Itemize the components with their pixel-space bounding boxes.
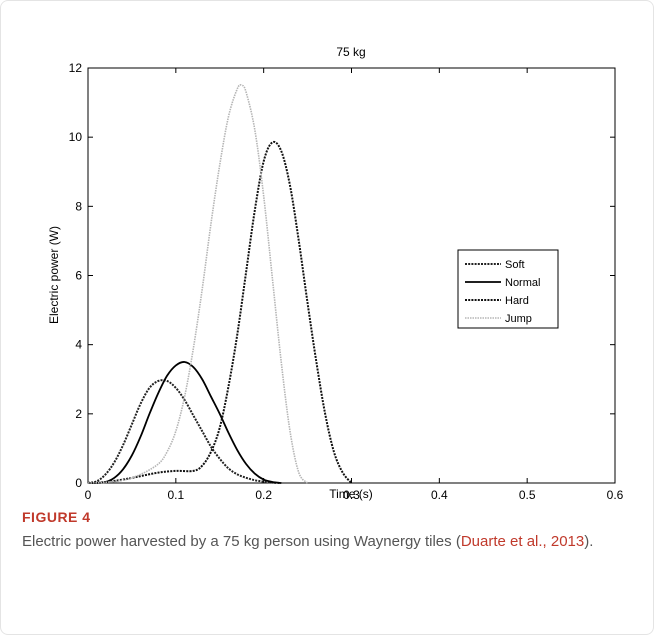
legend-label-hard: Hard xyxy=(505,295,529,307)
x-tick-label: 0.5 xyxy=(519,488,536,501)
x-tick-label: 0.1 xyxy=(167,488,184,501)
x-tick-label: 0.6 xyxy=(607,488,624,501)
citation-link[interactable]: Duarte et al., 2013 xyxy=(460,533,585,550)
legend-label-normal: Normal xyxy=(505,277,540,289)
caption-text: Electric power harvested by a 75 kg pers… xyxy=(22,531,634,553)
x-axis-label: Time (s) xyxy=(329,487,373,501)
y-tick-label: 6 xyxy=(75,269,82,283)
y-tick-label: 4 xyxy=(75,338,82,352)
x-axis: 0 0.1 0.2 0.3 0.4 0.5 0.6 xyxy=(85,68,624,501)
y-tick-label: 2 xyxy=(75,407,82,421)
series-line-soft xyxy=(87,379,282,484)
chart-title: 75 kg xyxy=(336,45,365,59)
y-tick-label: 12 xyxy=(69,61,83,75)
y-axis: 0 2 4 6 8 10 12 xyxy=(69,61,615,490)
y-tick-label: 8 xyxy=(75,199,82,213)
y-tick-label: 0 xyxy=(75,476,82,490)
figure-caption: FIGURE 4 Electric power harvested by a 7… xyxy=(22,509,634,553)
caption-text-before: Electric power harvested by a 75 kg pers… xyxy=(22,533,461,550)
legend-label-soft: Soft xyxy=(505,259,525,271)
x-tick-label: 0.4 xyxy=(431,488,448,501)
y-tick-label: 10 xyxy=(69,130,83,144)
line-chart: 75 kg 0 0.1 0.2 0.3 0.4 0.5 0.6 0 2 4 6 8 10 12 Time… xyxy=(47,45,624,501)
x-tick-label: 0.2 xyxy=(255,488,272,501)
series-line-hard xyxy=(87,140,353,484)
series-line-normal xyxy=(87,361,282,484)
legend-label-jump: Jump xyxy=(505,313,532,325)
series-lines xyxy=(87,83,353,484)
y-axis-label: Electric power (W) xyxy=(47,226,61,324)
legend: Soft Normal Hard Jump xyxy=(457,249,559,329)
caption-text-after: ). xyxy=(584,533,594,550)
x-tick-label: 0.3 xyxy=(343,488,360,501)
x-tick-label: 0 xyxy=(85,488,92,501)
figure-label: FIGURE 4 xyxy=(22,509,91,525)
